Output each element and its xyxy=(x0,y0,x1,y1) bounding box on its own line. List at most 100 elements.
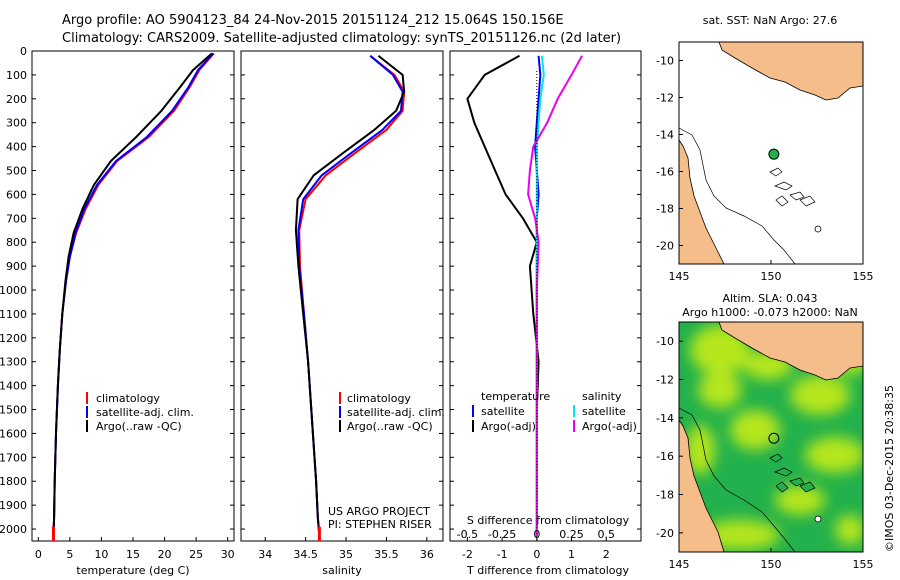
lat-tick-label: -10 xyxy=(656,335,674,348)
t-difference-xlabel: T difference from climatology xyxy=(466,564,629,577)
x-tick-label: 34 xyxy=(258,548,272,561)
s-diff-tick-label: 0.5 xyxy=(598,528,616,541)
temperature-plot: 0 5 10 15 20 25 30 xyxy=(35,52,235,561)
temperature-panel-frame xyxy=(31,50,235,542)
legend-argo-label: Argo(..raw -QC) xyxy=(347,420,433,433)
depth-tick-label: 1500 xyxy=(0,404,27,417)
series-line-salinity-satellite xyxy=(535,55,545,537)
lat-tick-label: -20 xyxy=(656,240,674,253)
series-line-temperature-argo-adj- xyxy=(466,54,540,410)
legend-t-satellite-label: satellite xyxy=(481,405,525,418)
x-tick-label: 35 xyxy=(339,548,353,561)
x-tick-label: 36 xyxy=(420,548,434,561)
salinity-legend: climatology satellite-adj. clim. Argo(..… xyxy=(339,392,445,433)
depth-contour xyxy=(679,407,796,552)
lon-tick-label: 150 xyxy=(761,558,782,571)
depth-tick-label: 1100 xyxy=(0,308,27,321)
lon-tick-label: 155 xyxy=(853,558,874,571)
temperature-xlabel: temperature (deg C) xyxy=(76,564,189,577)
x-tick-label: 30 xyxy=(221,548,235,561)
series-line-climatology xyxy=(52,52,215,537)
depth-contour xyxy=(679,127,796,264)
lon-tick-label: 145 xyxy=(669,558,690,571)
difference-legend-temperature: temperature satellite Argo(-adj) xyxy=(472,390,550,433)
s-diff-tick-label: -0.25 xyxy=(488,528,516,541)
x-tick-label: 10 xyxy=(94,548,108,561)
x-tick-label: 0 xyxy=(533,548,540,561)
png-landmass xyxy=(718,42,863,101)
lat-tick-label: -20 xyxy=(656,527,674,540)
x-tick-label: 0 xyxy=(35,548,42,561)
figure-title-line2: Climatology: CARS2009. Satellite-adjuste… xyxy=(62,31,621,46)
lon-tick-label: 155 xyxy=(853,270,874,283)
depth-tick-label: 600 xyxy=(6,188,27,201)
x-tick-label: 5 xyxy=(66,548,73,561)
sst-map-title: sat. SST: NaN Argo: 27.6 xyxy=(703,14,837,27)
project-line2: PI: STEPHEN RISER xyxy=(328,518,432,531)
depth-axis: 0 100 200 300 400 500 600 700 800 900 1000 1100 1200… xyxy=(0,45,641,536)
x-tick-label: 20 xyxy=(158,548,172,561)
islands xyxy=(769,167,816,207)
lat-tick-label: -16 xyxy=(656,450,674,463)
timestamp-watermark: ©IMOS 03-Dec-2015 20:38:35 xyxy=(883,385,896,552)
salinity-panel-frame xyxy=(240,50,444,542)
legend-climatology-label: climatology xyxy=(347,392,411,405)
difference-legend-salinity: salinity satellite Argo(-adj) xyxy=(573,390,637,433)
legend-climatology-label: climatology xyxy=(96,392,160,405)
lat-tick-label: -18 xyxy=(656,203,674,216)
lat-tick-label: -12 xyxy=(656,374,674,387)
sst-map-ticks: 145 150 155 -10 -12 -14 -16 -18 -20 xyxy=(656,55,873,284)
depth-tick-label: 900 xyxy=(6,260,27,273)
depth-tick-label: 100 xyxy=(6,69,27,82)
reef-marker xyxy=(814,515,822,523)
x-tick-label: 34.5 xyxy=(293,548,318,561)
reef-marker xyxy=(814,225,822,233)
depth-tick-label: 400 xyxy=(6,141,27,154)
legend-s-argo-label: Argo(-adj) xyxy=(582,420,637,433)
lat-tick-label: -12 xyxy=(656,92,674,105)
depth-tick-label: 200 xyxy=(6,93,27,106)
lat-tick-label: -14 xyxy=(656,412,674,425)
s-diff-tick-label: 0 xyxy=(533,528,540,541)
x-tick-label: 2 xyxy=(603,548,610,561)
depth-tick-label: 1300 xyxy=(0,356,27,369)
depth-tick-label: 1400 xyxy=(0,380,27,393)
depth-tick-label: 1700 xyxy=(0,451,27,464)
legend-satellite-label: satellite-adj. clim. xyxy=(96,406,194,419)
lon-tick-label: 145 xyxy=(669,270,690,283)
difference-panel-frame xyxy=(449,50,642,542)
depth-tick-label: 800 xyxy=(6,236,27,249)
depth-tick-label: 700 xyxy=(6,212,27,225)
x-tick-label: 35.5 xyxy=(374,548,399,561)
s-difference-xlabel: S difference from climatology xyxy=(467,514,630,527)
depth-tick-label: 1600 xyxy=(0,427,27,440)
x-tick-label: -2 xyxy=(462,548,473,561)
legend-salinity-title: salinity xyxy=(582,390,622,403)
legend-satellite-label: satellite-adj. clim. xyxy=(347,406,445,419)
lat-tick-label: -10 xyxy=(656,55,674,68)
depth-tick-label: 1200 xyxy=(0,332,27,345)
depth-tick-label: 500 xyxy=(6,165,27,178)
x-tick-label: -1 xyxy=(497,548,508,561)
salinity-xlabel: salinity xyxy=(322,564,362,577)
png-landmass xyxy=(718,322,863,381)
sst-map-body xyxy=(679,42,863,264)
lat-tick-label: -18 xyxy=(656,489,674,502)
legend-argo-label: Argo(..raw -QC) xyxy=(96,420,182,433)
legend-t-argo-label: Argo(-adj) xyxy=(481,420,536,433)
series-line-argo-raw-qc- xyxy=(294,55,406,537)
australia-landmass xyxy=(679,419,725,552)
lon-tick-label: 150 xyxy=(761,270,782,283)
x-tick-label: 1 xyxy=(568,548,575,561)
sla-map-ticks: 145 150 155 -10 -12 -14 -16 -18 -20 xyxy=(656,335,873,571)
temperature-legend: climatology satellite-adj. clim. Argo(..… xyxy=(86,392,194,433)
depth-tick-label: 1000 xyxy=(0,284,27,297)
project-line1: US ARGO PROJECT xyxy=(328,505,430,518)
argo-float-marker xyxy=(768,432,780,444)
legend-s-satellite-label: satellite xyxy=(582,405,626,418)
argo-float-marker xyxy=(768,148,780,160)
series-line-argo-raw-qc- xyxy=(52,52,213,537)
sla-map-title-line2: Argo h1000: -0.073 h2000: NaN xyxy=(682,306,858,319)
